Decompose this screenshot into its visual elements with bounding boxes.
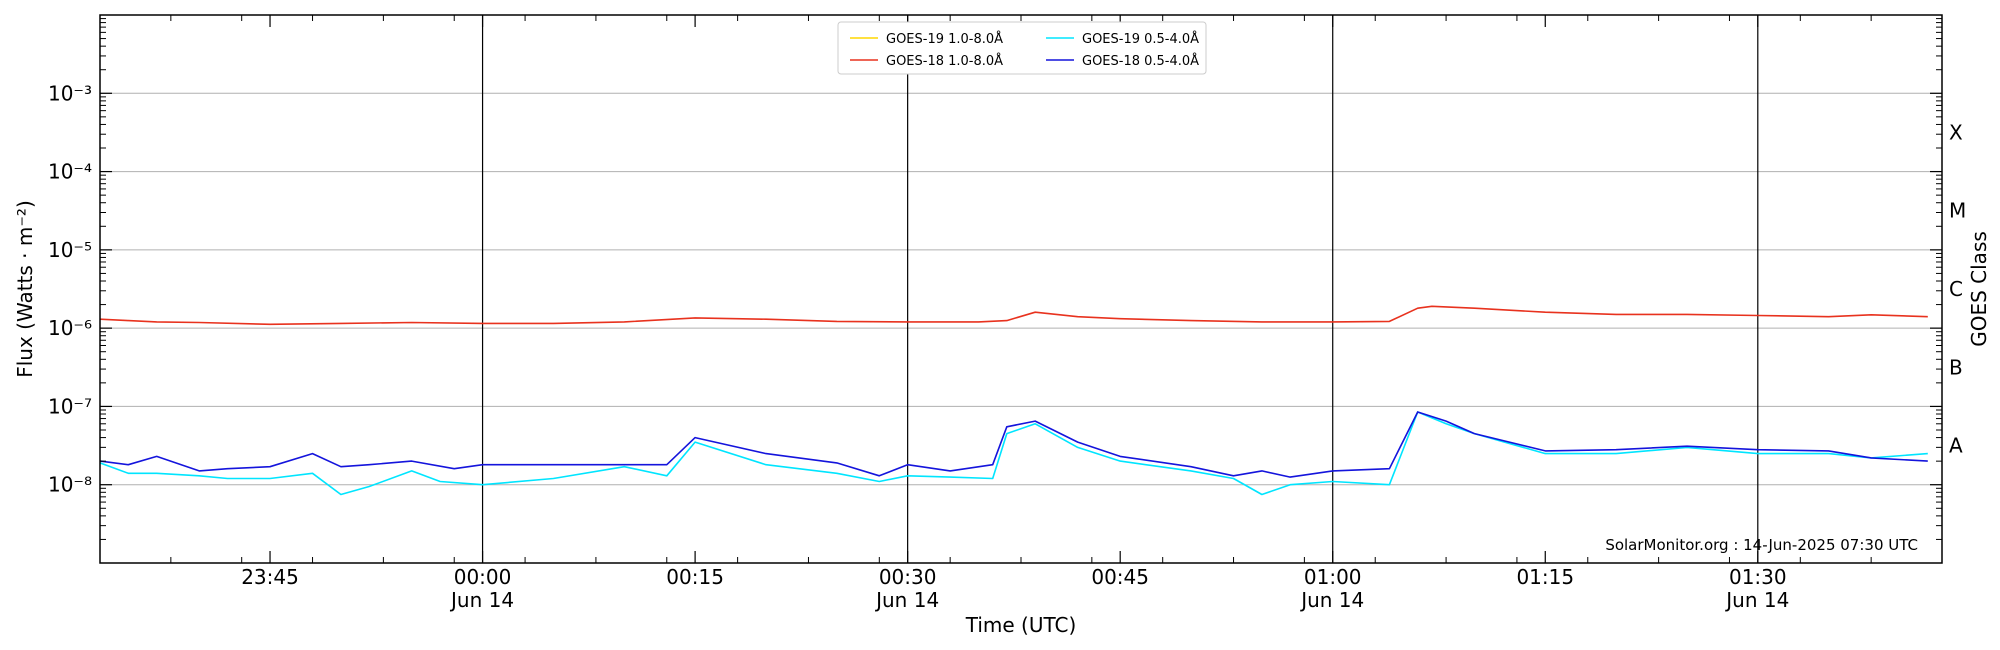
goes-class-label: C <box>1949 277 1963 301</box>
x-tick-label: 01:15 <box>1516 565 1574 589</box>
x-tick-label: 00:30 <box>879 565 937 589</box>
goes-class-label: A <box>1949 434 1963 458</box>
credit-text: SolarMonitor.org : 14-Jun-2025 07:30 UTC <box>1605 536 1918 554</box>
goes-class-label: X <box>1949 120 1963 144</box>
legend-label: GOES-19 1.0-8.0Å <box>886 31 1003 47</box>
legend-label: GOES-18 1.0-8.0Å <box>886 53 1003 69</box>
y-tick-label: 10⁻⁸ <box>48 473 92 497</box>
y2-axis-title: GOES Class <box>1967 231 1991 347</box>
y-tick-label: 10⁻⁴ <box>48 160 92 184</box>
x-tick-label: 01:30 <box>1729 565 1787 589</box>
legend-label: GOES-19 0.5-4.0Å <box>1082 31 1199 47</box>
x-tick-label: 01:00 <box>1304 565 1362 589</box>
legend: GOES-19 1.0-8.0Å GOES-18 1.0-8.0Å GOES-19 … <box>837 21 1207 75</box>
x-tick-date-label: Jun 14 <box>874 588 939 612</box>
y-tick-label: 10⁻⁵ <box>48 238 92 262</box>
series-line <box>100 305 1928 326</box>
x-axis-title: Time (UTC) <box>965 613 1077 637</box>
x-tick-date-label: Jun 14 <box>1299 588 1364 612</box>
legend-label: GOES-18 0.5-4.0Å <box>1082 53 1199 69</box>
x-tick-date-label: Jun 14 <box>449 588 514 612</box>
legend-box <box>837 21 1207 75</box>
goes-class-labels: A B C M X <box>1949 120 1966 457</box>
y-tick-label: 10⁻⁷ <box>48 394 92 418</box>
x-tick-label: 23:45 <box>241 565 299 589</box>
x-tick-label: 00:00 <box>454 565 512 589</box>
goes-class-label: B <box>1949 355 1963 379</box>
series-line <box>100 411 1928 478</box>
x-tick-label: 00:45 <box>1091 565 1149 589</box>
grid-lines <box>100 92 1942 486</box>
y-axis-title: Flux (Watts · m⁻²) <box>13 200 37 378</box>
x-tick-label: 00:15 <box>666 565 724 589</box>
x-tick-date-label: Jun 14 <box>1724 588 1789 612</box>
series-lines <box>100 305 1928 496</box>
goes-class-label: M <box>1949 199 1966 223</box>
y-axis-ticks: 10⁻⁸ 10⁻⁷ 10⁻⁶ 10⁻⁵ 10⁻⁴ 10⁻³ <box>48 18 1942 540</box>
y-tick-label: 10⁻³ <box>48 81 92 105</box>
y-tick-label: 10⁻⁶ <box>48 316 92 340</box>
